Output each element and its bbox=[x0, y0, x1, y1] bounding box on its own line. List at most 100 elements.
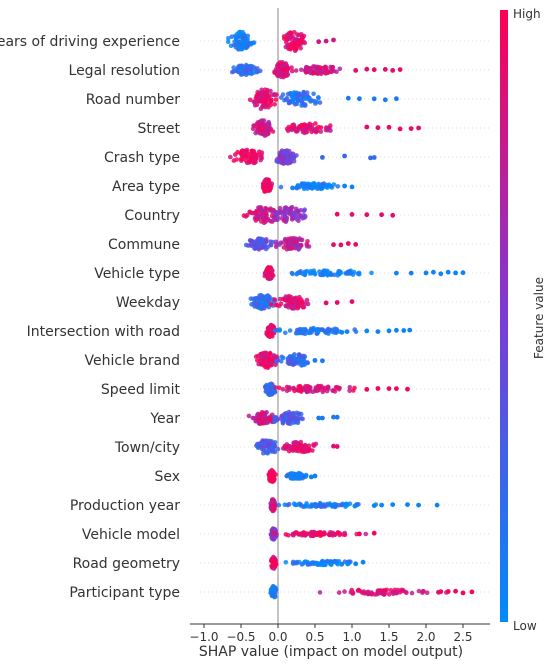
shap-point bbox=[314, 560, 320, 566]
feature-label: Road number bbox=[86, 92, 180, 108]
shap-point bbox=[251, 210, 256, 216]
shap-point bbox=[337, 329, 343, 335]
feature-label: Legal resolution bbox=[69, 63, 180, 79]
shap-point bbox=[266, 180, 272, 186]
shap-point bbox=[336, 590, 342, 595]
shap-point bbox=[294, 153, 299, 158]
shap-point bbox=[293, 37, 298, 43]
shap-point bbox=[270, 472, 276, 478]
shap-point bbox=[313, 504, 318, 509]
shap-point bbox=[323, 38, 329, 44]
shap-point bbox=[304, 388, 310, 393]
shap-point bbox=[283, 73, 289, 78]
shap-point bbox=[397, 126, 403, 132]
shap-point bbox=[266, 93, 272, 98]
shap-point bbox=[271, 353, 277, 358]
shap-point bbox=[244, 212, 250, 218]
feature-label: Participant type bbox=[69, 585, 180, 601]
shap-point bbox=[345, 95, 351, 101]
x-tick-label: 1.5 bbox=[379, 630, 398, 644]
shap-point bbox=[260, 96, 266, 102]
x-tick-label: 2.0 bbox=[416, 630, 435, 644]
shap-point bbox=[331, 388, 336, 393]
shap-point bbox=[364, 212, 370, 218]
shap-point bbox=[269, 302, 274, 307]
shap-point bbox=[401, 328, 407, 333]
shap-point bbox=[242, 150, 247, 156]
shap-point bbox=[316, 384, 322, 390]
shap-point bbox=[226, 36, 231, 41]
x-axis-label: SHAP value (impact on model output) bbox=[199, 644, 463, 660]
shap-point bbox=[386, 592, 392, 597]
shap-point bbox=[316, 182, 322, 188]
shap-point bbox=[308, 326, 314, 332]
shap-point bbox=[334, 444, 340, 449]
shap-point bbox=[303, 445, 309, 451]
shap-point bbox=[381, 592, 387, 597]
shap-point bbox=[382, 67, 388, 72]
shap-point bbox=[291, 42, 297, 47]
shap-point bbox=[282, 36, 287, 41]
shap-point bbox=[260, 418, 265, 424]
shap-point bbox=[322, 385, 328, 391]
shap-point bbox=[263, 214, 269, 219]
shap-point bbox=[278, 154, 283, 160]
shap-point bbox=[289, 471, 294, 477]
shap-point bbox=[334, 69, 339, 75]
shap-point bbox=[300, 416, 305, 422]
shap-point bbox=[408, 270, 414, 276]
shap-point bbox=[252, 246, 257, 251]
shap-point bbox=[295, 420, 301, 426]
shap-point bbox=[309, 330, 314, 335]
shap-point bbox=[266, 265, 271, 270]
shap-point bbox=[289, 356, 294, 362]
shap-point bbox=[335, 184, 341, 189]
shap-point bbox=[287, 328, 293, 333]
shap-point bbox=[316, 95, 321, 101]
shap-point bbox=[256, 214, 262, 219]
shap-point bbox=[407, 327, 413, 333]
shap-point bbox=[316, 71, 321, 76]
shap-point bbox=[294, 502, 300, 508]
shap-point bbox=[274, 302, 279, 308]
shap-point bbox=[333, 385, 339, 390]
shap-point bbox=[259, 237, 264, 242]
shap-point bbox=[310, 70, 316, 76]
shap-point bbox=[239, 46, 245, 52]
shap-point bbox=[315, 64, 321, 70]
x-tick-label: −1.0 bbox=[189, 630, 218, 644]
shap-point bbox=[295, 208, 301, 214]
shap-point bbox=[342, 589, 347, 594]
shap-point bbox=[347, 388, 352, 394]
shap-point bbox=[261, 450, 266, 456]
shap-point bbox=[394, 270, 399, 276]
shap-point bbox=[271, 503, 276, 509]
shap-point bbox=[294, 216, 299, 222]
shap-point bbox=[328, 502, 334, 508]
shap-point bbox=[391, 591, 396, 596]
shap-point bbox=[416, 502, 421, 508]
shap-point bbox=[297, 476, 303, 481]
shap-point bbox=[348, 589, 354, 595]
shap-point bbox=[334, 414, 340, 420]
shap-point bbox=[277, 327, 283, 332]
shap-point bbox=[321, 504, 326, 509]
colorbar-title: Feature value bbox=[532, 277, 546, 359]
shap-point bbox=[267, 351, 273, 357]
shap-point bbox=[364, 387, 370, 392]
shap-point bbox=[311, 442, 316, 447]
shap-point bbox=[267, 441, 273, 447]
shap-point bbox=[265, 420, 271, 425]
shap-point bbox=[304, 297, 310, 303]
shap-point bbox=[261, 220, 267, 226]
shap-point bbox=[288, 47, 293, 52]
shap-point bbox=[292, 531, 298, 536]
shap-point bbox=[382, 97, 388, 103]
shap-point bbox=[308, 268, 313, 274]
shap-point bbox=[434, 502, 440, 508]
shap-point bbox=[303, 67, 309, 73]
shap-point bbox=[274, 415, 279, 421]
shap-point bbox=[328, 128, 333, 133]
x-tick-label: 0.0 bbox=[268, 630, 287, 644]
shap-point bbox=[268, 416, 274, 422]
